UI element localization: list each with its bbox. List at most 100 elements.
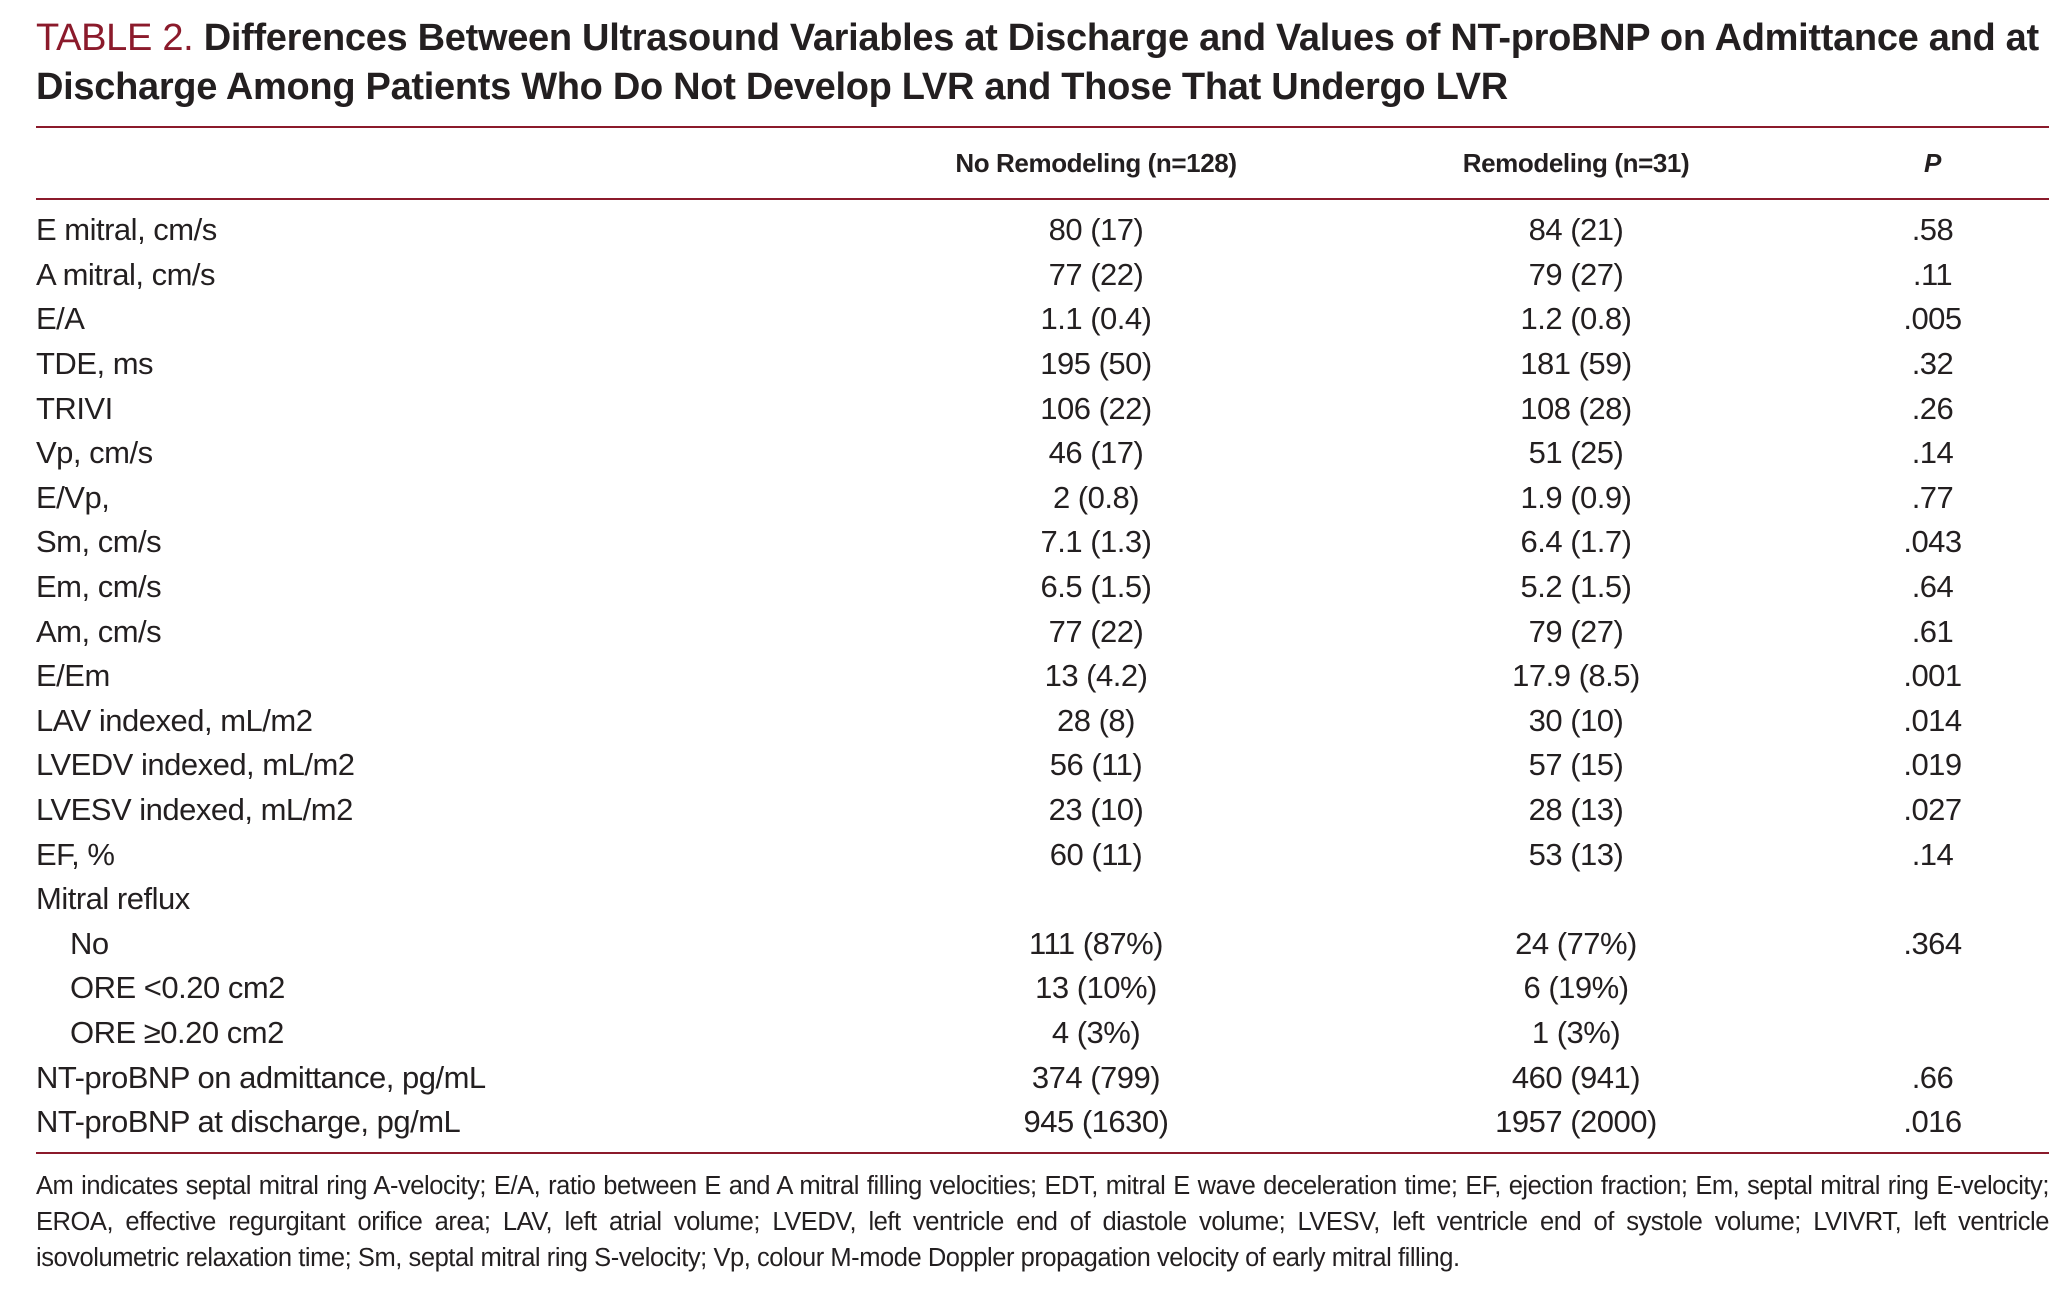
table-caption: TABLE 2. Differences Between Ultrasound … — [36, 14, 2050, 112]
cell-variable: ORE ≥0.20 cm2 — [70, 1014, 284, 1050]
header-row: No Remodeling (n=128) Remodeling (n=31) … — [36, 128, 2049, 198]
header-variable — [36, 128, 856, 198]
table-row: E/Em 13 (4.2) 17.9 (8.5) .001 — [36, 654, 2049, 699]
cell-p-value: .014 — [1903, 702, 1962, 738]
cell-p-value: .11 — [1912, 256, 1953, 292]
cell-p-value: .005 — [1903, 301, 1962, 337]
cell-no-remodeling — [856, 877, 1336, 922]
cell-variable: E/Vp, — [36, 479, 110, 515]
table-header: No Remodeling (n=128) Remodeling (n=31) … — [36, 128, 2049, 200]
cell-no-remodeling: 2 (0.8) — [1052, 479, 1140, 515]
cell-p-value: .364 — [1903, 925, 1962, 961]
table-row: E mitral, cm/s 80 (17) 84 (21) .58 — [36, 200, 2049, 253]
cell-remodeling: 6.4 (1.7) — [1520, 524, 1632, 560]
cell-variable: TDE, ms — [36, 346, 154, 382]
cell-remodeling: 17.9 (8.5) — [1512, 658, 1640, 694]
cell-no-remodeling: 945 (1630) — [1023, 1104, 1169, 1140]
cell-p-value: .001 — [1903, 658, 1962, 694]
table-title: Differences Between Ultrasound Variables… — [36, 17, 2039, 108]
cell-no-remodeling: 56 (11) — [1049, 747, 1143, 783]
cell-remodeling: 5.2 (1.5) — [1520, 569, 1632, 605]
cell-variable: A mitral, cm/s — [36, 256, 216, 292]
top-rule — [36, 126, 2049, 128]
cell-variable: E/A — [36, 301, 85, 337]
cell-remodeling: 24 (77%) — [1515, 925, 1637, 961]
cell-no-remodeling: 13 (4.2) — [1044, 658, 1148, 694]
table-row: LAV indexed, mL/m2 28 (8) 30 (10) .014 — [36, 699, 2049, 744]
cell-variable: E/Em — [36, 658, 110, 694]
table-row: Mitral reflux — [36, 877, 2049, 922]
cell-variable: TRIVI — [36, 390, 113, 426]
cell-variable: ORE <0.20 cm2 — [70, 970, 285, 1006]
cell-no-remodeling: 46 (17) — [1048, 435, 1144, 471]
cell-no-remodeling: 1.1 (0.4) — [1040, 301, 1152, 337]
table-row: A mitral, cm/s 77 (22) 79 (27) .11 — [36, 253, 2049, 298]
table-row: Am, cm/s 77 (22) 79 (27) .61 — [36, 609, 2049, 654]
cell-no-remodeling: 13 (10%) — [1035, 970, 1157, 1006]
cell-remodeling: 1957 (2000) — [1495, 1104, 1657, 1140]
header-no-remodeling: No Remodeling (n=128) — [955, 147, 1237, 178]
cell-p-value: .66 — [1911, 1059, 1954, 1095]
cell-remodeling: 6 (19%) — [1523, 970, 1629, 1006]
cell-p-value: .61 — [1911, 613, 1954, 649]
cell-p-value: .14 — [1911, 435, 1954, 471]
table-row: ORE <0.20 cm2 13 (10%) 6 (19%) — [36, 966, 2049, 1011]
cell-remodeling — [1336, 877, 1816, 922]
cell-no-remodeling: 195 (50) — [1040, 346, 1152, 382]
table-row: No 111 (87%) 24 (77%) .364 — [36, 922, 2049, 967]
cell-p-value — [1816, 877, 2049, 922]
cell-variable: Am, cm/s — [36, 613, 162, 649]
cell-variable: No — [70, 925, 109, 961]
table-row: Em, cm/s 6.5 (1.5) 5.2 (1.5) .64 — [36, 565, 2049, 610]
cell-p-value — [1816, 1011, 2049, 1056]
table-row: E/A 1.1 (0.4) 1.2 (0.8) .005 — [36, 297, 2049, 342]
cell-no-remodeling: 6.5 (1.5) — [1040, 569, 1152, 605]
cell-no-remodeling: 106 (22) — [1040, 390, 1152, 426]
cell-variable: Mitral reflux — [36, 881, 190, 917]
data-table: No Remodeling (n=128) Remodeling (n=31) … — [36, 128, 2049, 1144]
table-row: ORE ≥0.20 cm2 4 (3%) 1 (3%) — [36, 1011, 2049, 1056]
cell-variable: Vp, cm/s — [36, 435, 153, 471]
cell-no-remodeling: 23 (10) — [1048, 792, 1144, 828]
table-row: Vp, cm/s 46 (17) 51 (25) .14 — [36, 431, 2049, 476]
cell-variable: LAV indexed, mL/m2 — [36, 702, 313, 738]
table-row: Sm, cm/s 7.1 (1.3) 6.4 (1.7) .043 — [36, 520, 2049, 565]
header-rule — [36, 198, 2049, 200]
cell-no-remodeling: 374 (799) — [1031, 1059, 1161, 1095]
cell-p-value — [1816, 966, 2049, 1011]
cell-variable: NT-proBNP at discharge, pg/mL — [36, 1104, 461, 1140]
cell-remodeling: 1.9 (0.9) — [1520, 479, 1632, 515]
table-row: TRIVI 106 (22) 108 (28) .26 — [36, 386, 2049, 431]
cell-p-value: .58 — [1911, 212, 1954, 248]
cell-remodeling: 108 (28) — [1520, 390, 1632, 426]
cell-p-value: .32 — [1911, 346, 1954, 382]
cell-no-remodeling: 77 (22) — [1048, 613, 1144, 649]
table-body: E mitral, cm/s 80 (17) 84 (21) .58 A mitral,… — [36, 200, 2049, 1144]
cell-p-value: .64 — [1911, 569, 1954, 605]
cell-p-value: .26 — [1911, 390, 1954, 426]
table-row: NT-proBNP at discharge, pg/mL 945 (1630) 1… — [36, 1100, 2049, 1145]
cell-p-value: .027 — [1903, 792, 1962, 828]
cell-variable: E mitral, cm/s — [36, 212, 217, 248]
cell-p-value: .14 — [1911, 836, 1954, 872]
cell-p-value: .019 — [1903, 747, 1962, 783]
cell-remodeling: 181 (59) — [1520, 346, 1632, 382]
table-row: E/Vp, 2 (0.8) 1.9 (0.9) .77 — [36, 476, 2049, 521]
table-row: NT-proBNP on admittance, pg/mL 374 (799) 4… — [36, 1055, 2049, 1100]
cell-remodeling: 30 (10) — [1528, 702, 1624, 738]
cell-remodeling: 28 (13) — [1528, 792, 1624, 828]
cell-variable: NT-proBNP on admittance, pg/mL — [36, 1059, 486, 1095]
table-row: TDE, ms 195 (50) 181 (59) .32 — [36, 342, 2049, 387]
cell-remodeling: 79 (27) — [1528, 613, 1624, 649]
cell-remodeling: 51 (25) — [1528, 435, 1624, 471]
cell-p-value: .043 — [1903, 524, 1962, 560]
cell-remodeling: 460 (941) — [1511, 1059, 1641, 1095]
cell-remodeling: 53 (13) — [1528, 836, 1624, 872]
cell-no-remodeling: 4 (3%) — [1051, 1014, 1141, 1050]
cell-variable: Em, cm/s — [36, 569, 162, 605]
cell-remodeling: 1 (3%) — [1531, 1014, 1621, 1050]
cell-no-remodeling: 28 (8) — [1057, 702, 1135, 738]
cell-variable: LVEDV indexed, mL/m2 — [36, 747, 355, 783]
bottom-rule — [36, 1152, 2049, 1155]
